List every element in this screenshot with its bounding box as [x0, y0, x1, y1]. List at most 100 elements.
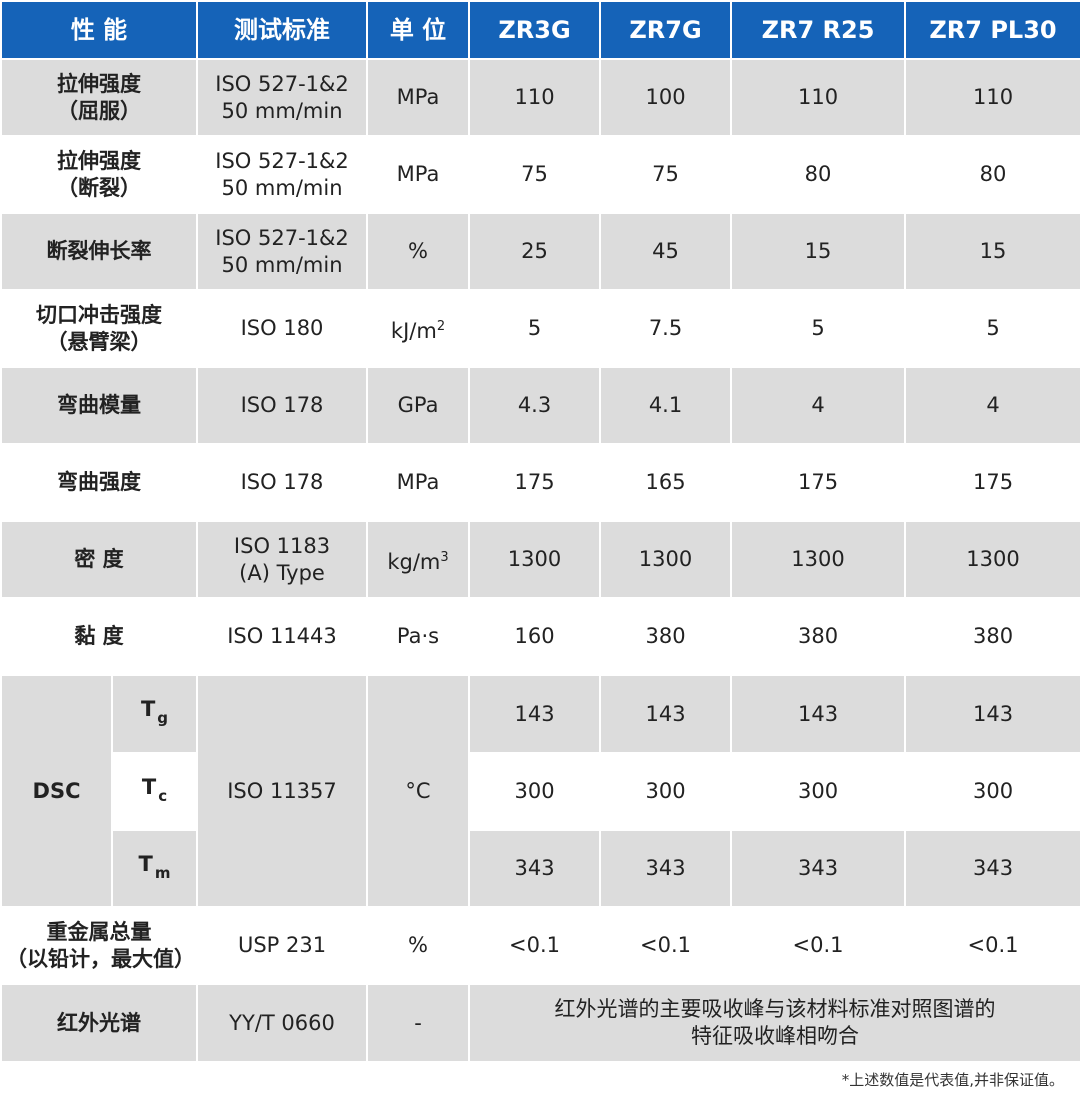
value-cell: 1300 [599, 520, 733, 599]
value-cell: 4.1 [599, 366, 733, 445]
value-cell: 80 [730, 135, 907, 214]
property-name: 切口冲击强度 [36, 302, 162, 327]
note-line: 红外光谱的主要吸收峰与该材料标准对照图谱的 [554, 997, 996, 1021]
value-cell: 1300 [730, 520, 907, 599]
table-row: 拉伸强度 （屈服） ISO 527-1&2 50 mm/min MPa 110 10… [0, 58, 1080, 137]
value-cell: 80 [904, 135, 1080, 214]
symbol-subscript: m [154, 863, 171, 882]
value-cell: 1300 [468, 520, 602, 599]
value-cell: 143 [599, 674, 733, 754]
standard-name: ISO 527-1&2 [215, 225, 349, 250]
unit-base: kg/m [387, 549, 441, 574]
value-cell: 5 [904, 289, 1080, 368]
value-cell: 110 [730, 58, 907, 137]
value-cell: 5 [468, 289, 602, 368]
unit-exponent: 2 [436, 318, 446, 334]
table-row: 切口冲击强度 （悬臂梁） ISO 180 kJ/m2 5 7.5 5 5 [0, 289, 1080, 368]
property-cell: 拉伸强度 （屈服） [0, 58, 199, 137]
unit-cell: kJ/m2 [366, 289, 471, 368]
standard-condition: (A) Type [239, 560, 325, 585]
value-cell: 143 [730, 674, 907, 754]
standard-name: ISO 527-1&2 [215, 71, 349, 96]
property-qualifier: （屈服） [57, 98, 141, 123]
table-row: 弯曲模量 ISO 178 GPa 4.3 4.1 4 4 [0, 366, 1080, 445]
value-cell: <0.1 [730, 906, 907, 985]
symbol-letter: T [138, 851, 153, 876]
property-cell: 红外光谱 [0, 983, 199, 1063]
footnote: *上述数值是代表值,并非保证值。 [841, 1071, 1064, 1089]
standard-cell: ISO 527-1&2 50 mm/min [196, 212, 369, 291]
property-qualifier: （以铅计，最大值） [6, 946, 195, 971]
unit-cell: kg/m3 [366, 520, 471, 599]
standard-condition: 50 mm/min [221, 98, 343, 123]
note-line: 特征吸收峰相吻合 [691, 1024, 860, 1048]
dsc-standard: ISO 11357 [196, 674, 369, 908]
unit-cell: % [366, 212, 471, 291]
table-row-heavy-metal: 重金属总量 （以铅计，最大值） USP 231 % <0.1 <0.1 <0.1 … [0, 906, 1080, 985]
value-cell: 25 [468, 212, 602, 291]
value-cell: 175 [904, 443, 1080, 522]
standard-cell: ISO 11443 [196, 597, 369, 676]
unit-cell: GPa [366, 366, 471, 445]
symbol-subscript: c [158, 786, 168, 805]
unit-cell: MPa [366, 135, 471, 214]
value-cell: 175 [468, 443, 602, 522]
dsc-unit: °C [366, 674, 471, 908]
value-cell: 110 [468, 58, 602, 137]
property-cell: 弯曲强度 [0, 443, 199, 522]
header-unit: 单 位 [366, 0, 471, 60]
property-cell: 拉伸强度 （断裂） [0, 135, 199, 214]
property-name: 拉伸强度 [57, 71, 141, 96]
value-cell: 7.5 [599, 289, 733, 368]
property-cell: 密 度 [0, 520, 199, 599]
header-standard: 测试标准 [196, 0, 369, 60]
standard-name: ISO 527-1&2 [215, 148, 349, 173]
header-property: 性 能 [0, 0, 199, 60]
unit-cell: % [366, 906, 471, 985]
symbol-subscript: g [157, 709, 169, 727]
material-properties-table: 性 能 测试标准 单 位 ZR3G ZR7G ZR7 R25 ZR7 PL30 … [0, 0, 1080, 1063]
value-cell: 75 [599, 135, 733, 214]
value-cell: 4 [730, 366, 907, 445]
value-cell: 343 [599, 829, 733, 908]
table-row: 弯曲强度 ISO 178 MPa 175 165 175 175 [0, 443, 1080, 522]
dsc-label: DSC [0, 674, 113, 908]
standard-cell: YY/T 0660 [196, 983, 369, 1063]
value-cell: 1300 [904, 520, 1080, 599]
property-cell: 断裂伸长率 [0, 212, 199, 291]
property-name: 重金属总量 [46, 919, 152, 944]
value-cell: 143 [468, 674, 602, 754]
standard-cell: ISO 178 [196, 443, 369, 522]
table-header-row: 性 能 测试标准 单 位 ZR3G ZR7G ZR7 R25 ZR7 PL30 [0, 0, 1080, 60]
value-cell: 300 [599, 752, 733, 831]
value-cell: <0.1 [599, 906, 733, 985]
value-cell: 300 [730, 752, 907, 831]
value-cell: 343 [468, 829, 602, 908]
standard-name: ISO 1183 [233, 533, 331, 558]
unit-cell: MPa [366, 443, 471, 522]
standard-cell: ISO 1183 (A) Type [196, 520, 369, 599]
symbol-letter: T [141, 774, 157, 799]
value-cell: 143 [904, 674, 1080, 754]
value-cell: 160 [468, 597, 602, 676]
value-cell: 15 [904, 212, 1080, 291]
table-row: 黏 度 ISO 11443 Pa·s 160 380 380 380 [0, 597, 1080, 676]
standard-condition: 50 mm/min [221, 175, 343, 200]
property-cell: 黏 度 [0, 597, 199, 676]
value-cell: 110 [904, 58, 1080, 137]
value-cell: 4.3 [468, 366, 602, 445]
table-row: 拉伸强度 （断裂） ISO 527-1&2 50 mm/min MPa 75 75 … [0, 135, 1080, 214]
property-cell: 弯曲模量 [0, 366, 199, 445]
value-cell: 165 [599, 443, 733, 522]
value-cell: 380 [599, 597, 733, 676]
unit-base: kJ/m [390, 318, 437, 343]
standard-cell: ISO 180 [196, 289, 369, 368]
header-grade-zr7-pl30: ZR7 PL30 [904, 0, 1080, 60]
table-row: 密 度 ISO 1183 (A) Type kg/m3 1300 1300 130… [0, 520, 1080, 599]
value-cell: 175 [730, 443, 907, 522]
